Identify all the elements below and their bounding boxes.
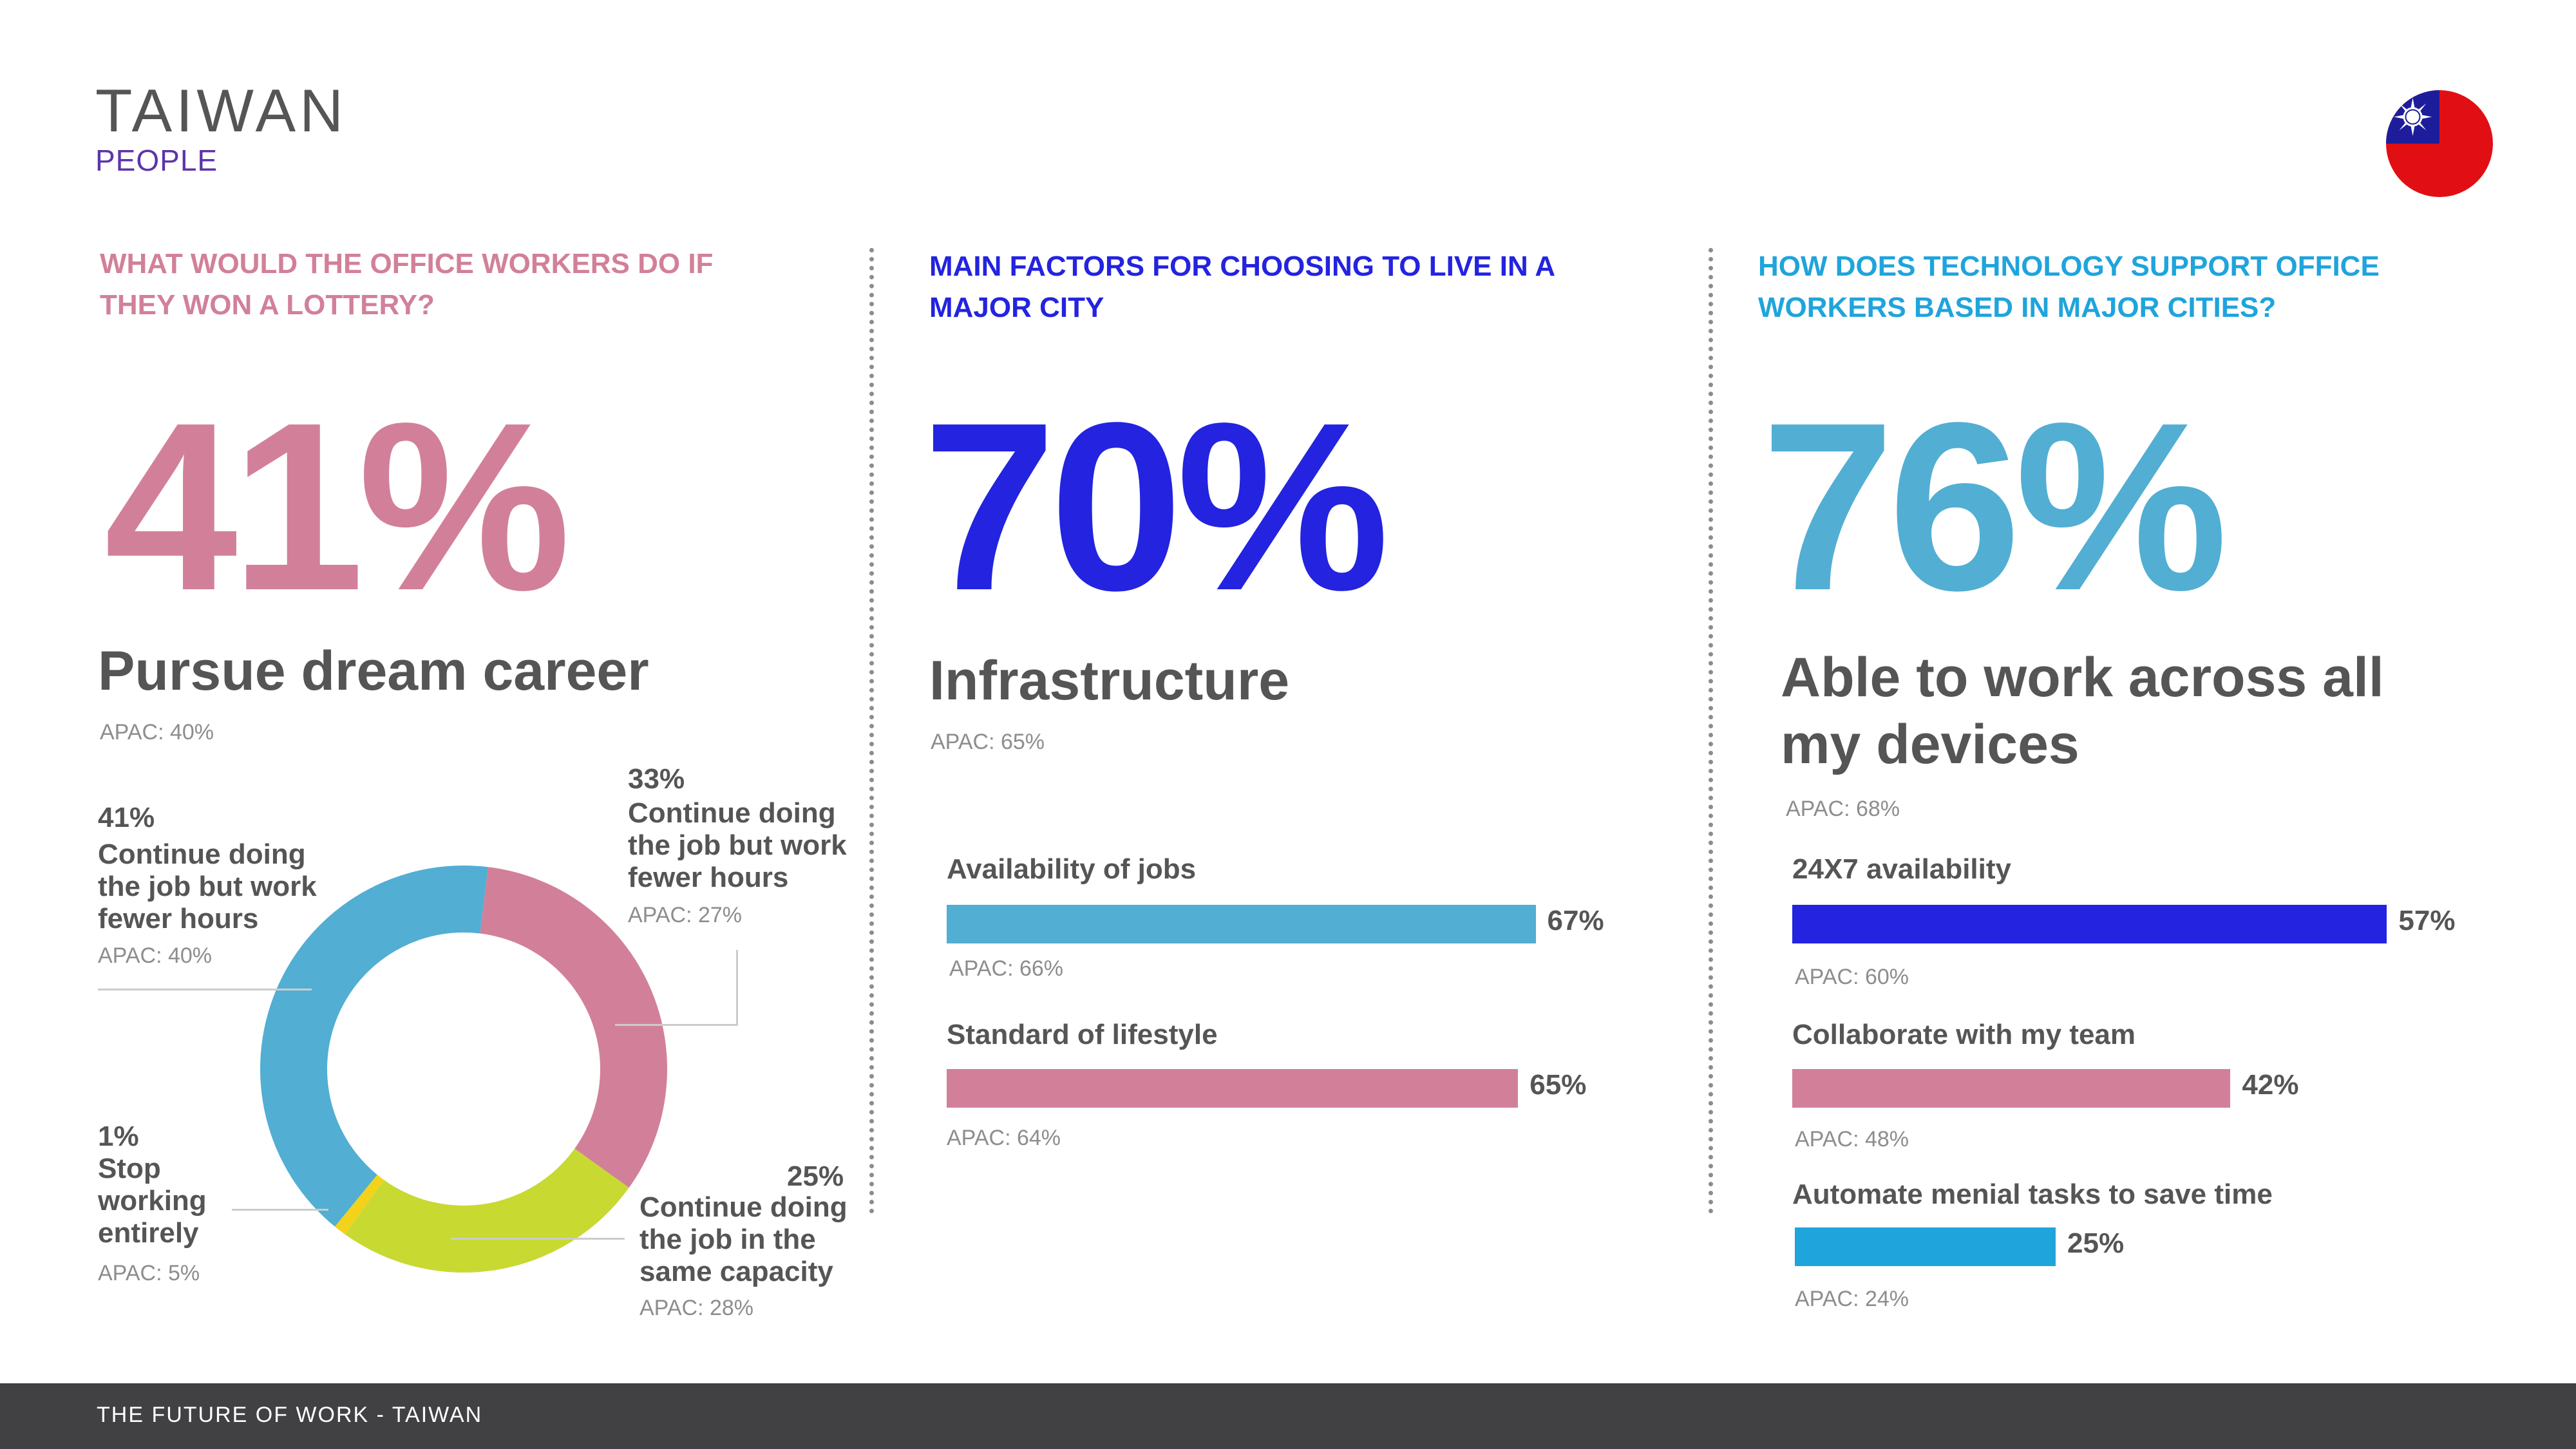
slice-label-text-25: Continue doing the job in the same capac… [639,1191,848,1287]
leader-line-33 [736,950,738,1026]
bar-label-collaborate: Collaborate with my team [1792,1019,2136,1050]
bar-availability [1792,905,2387,943]
footer-bar [0,1383,2576,1449]
leader-line-25 [451,1238,625,1240]
slice-label-apac-25: APAC: 28% [639,1296,754,1320]
taiwan-flag-icon [2386,90,2493,197]
bar-value-jobs: 67% [1547,905,1604,936]
slice-label-pct-33: 33% [628,763,685,795]
technology-apac: APAC: 68% [1786,797,1900,821]
slice-label-pct-1: 1% [98,1121,139,1152]
city-factors-big-number: 70% [923,372,1390,640]
lottery-headline: Pursue dream career [98,640,649,702]
footer-text: THE FUTURE OF WORK - TAIWAN [97,1403,483,1427]
slice-label-apac-41: APAC: 40% [98,943,213,968]
bar-lifestyle [947,1069,1519,1108]
flag-canton [2386,90,2439,144]
bar-apac-jobs: APAC: 66% [949,956,1064,981]
section-subtitle: PEOPLE [95,144,218,177]
slice-label-text-1: Stop working entirely [98,1153,207,1249]
bar-apac-lifestyle: APAC: 64% [947,1126,1061,1150]
slice-label-pct-25: 25% [787,1160,844,1192]
bar-jobs [947,905,1536,943]
bar-value-availability: 57% [2398,905,2456,936]
city-factors-question: MAIN FACTORS FOR CHOOSING TO LIVE IN A M… [929,251,1555,323]
country-title: TAIWAN [95,77,348,144]
bar-collaborate [1792,1069,2231,1108]
slice-label-pct-41: 41% [98,802,155,833]
bar-value-collaborate: 42% [2242,1069,2299,1101]
technology-question: HOW DOES TECHNOLOGY SUPPORT OFFICE WORKE… [1758,251,2380,323]
lottery-big-number: 41% [104,372,571,640]
bar-label-jobs: Availability of jobs [947,853,1197,885]
bar-label-availability: 24X7 availability [1792,853,2011,885]
lottery-apac: APAC: 40% [100,720,214,744]
lottery-donut-chart [260,866,667,1273]
divider-left [869,248,874,1214]
city-factors-apac: APAC: 65% [931,730,1045,754]
slice-label-apac-33: APAC: 27% [628,903,743,927]
sun-icon [2394,98,2432,136]
donut-slice-41 [260,866,488,1227]
donut-slice-1 [334,1175,384,1235]
bar-label-lifestyle: Standard of lifestyle [947,1019,1218,1050]
bar-apac-automate: APAC: 24% [1795,1287,1909,1311]
leader-line-41 [98,989,312,990]
slice-label-apac-1: APAC: 5% [98,1261,200,1285]
leader-line-33b [615,1024,738,1026]
slice-label-text-33: Continue doing the job but work fewer ho… [628,797,847,893]
city-factors-headline: Infrastructure [929,650,1290,712]
leader-line-1 [232,1209,328,1211]
slice-label-text-41: Continue doing the job but work fewer ho… [98,838,317,934]
donut-slice-33 [480,867,667,1188]
technology-big-number: 76% [1761,372,2228,640]
bar-value-lifestyle: 65% [1530,1069,1587,1101]
divider-right [1709,248,1713,1214]
donut-slice-25 [345,1148,629,1273]
lottery-question: WHAT WOULD THE OFFICE WORKERS DO IF THEY… [100,248,714,321]
bar-automate [1795,1227,2056,1266]
bar-label-automate: Automate menial tasks to save time [1792,1179,2273,1210]
bar-value-automate: 25% [2067,1227,2125,1259]
bar-apac-availability: APAC: 60% [1795,965,1909,989]
bar-apac-collaborate: APAC: 48% [1795,1127,1909,1151]
technology-headline: Able to work across all my devices [1781,647,2384,775]
